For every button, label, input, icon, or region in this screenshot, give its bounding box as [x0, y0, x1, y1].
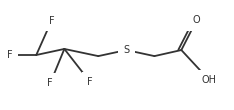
- Text: F: F: [48, 78, 53, 88]
- Text: O: O: [193, 15, 200, 25]
- Text: S: S: [123, 45, 129, 55]
- Text: F: F: [49, 16, 54, 26]
- Text: F: F: [7, 50, 12, 60]
- Text: F: F: [87, 77, 93, 87]
- Text: OH: OH: [202, 75, 217, 85]
